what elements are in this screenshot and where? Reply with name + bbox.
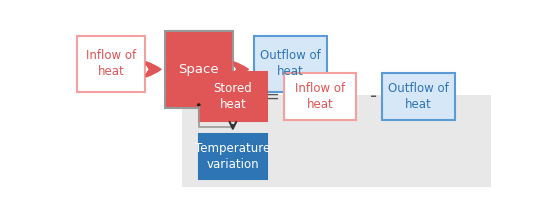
Text: -: - xyxy=(370,87,377,106)
FancyBboxPatch shape xyxy=(199,134,267,179)
Text: =: = xyxy=(266,88,279,106)
FancyBboxPatch shape xyxy=(164,31,233,108)
Text: Outflow of
heat: Outflow of heat xyxy=(260,49,321,78)
FancyBboxPatch shape xyxy=(284,73,356,120)
FancyBboxPatch shape xyxy=(182,95,491,187)
FancyBboxPatch shape xyxy=(254,36,327,92)
FancyBboxPatch shape xyxy=(382,73,454,120)
Text: Space: Space xyxy=(178,63,219,76)
Text: Temperature
variation: Temperature variation xyxy=(195,142,271,171)
Text: Inflow of
heat: Inflow of heat xyxy=(295,82,345,111)
Text: Outflow of
heat: Outflow of heat xyxy=(388,82,449,111)
Text: Stored
heat: Stored heat xyxy=(213,82,252,111)
FancyBboxPatch shape xyxy=(199,72,267,121)
FancyBboxPatch shape xyxy=(77,36,145,92)
Ellipse shape xyxy=(197,104,200,106)
Text: Inflow of
heat: Inflow of heat xyxy=(86,49,136,78)
